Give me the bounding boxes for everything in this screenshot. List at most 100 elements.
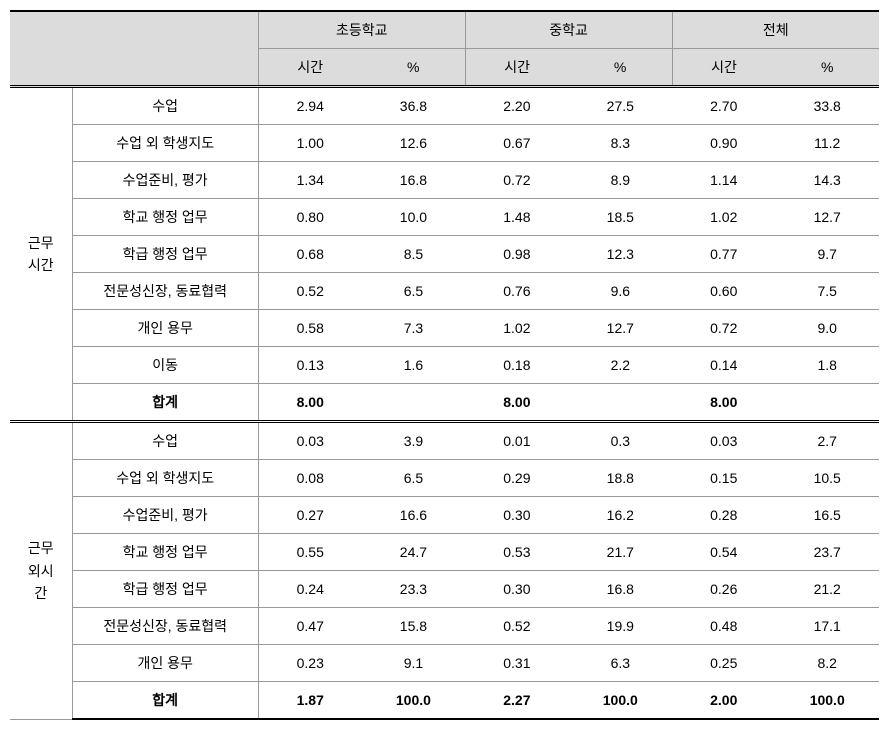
table-row: 수업준비, 평가1.3416.80.728.91.1414.3 xyxy=(10,162,879,199)
table-row: 수업준비, 평가0.2716.60.3016.20.2816.5 xyxy=(10,497,879,534)
data-cell: 12.7 xyxy=(775,199,879,236)
section-label: 근무외시간 xyxy=(10,422,72,720)
data-cell: 7.5 xyxy=(775,273,879,310)
total-row: 합계1.87100.02.27100.02.00100.0 xyxy=(10,682,879,720)
table-row: 학교 행정 업무0.5524.70.5321.70.5423.7 xyxy=(10,534,879,571)
table-row: 수업 외 학생지도0.086.50.2918.80.1510.5 xyxy=(10,460,879,497)
category-cell: 학급 행정 업무 xyxy=(72,571,258,608)
data-cell: 0.55 xyxy=(258,534,361,571)
data-cell: 0.47 xyxy=(258,608,361,645)
category-cell: 수업 xyxy=(72,422,258,460)
data-cell: 33.8 xyxy=(775,87,879,125)
data-cell: 0.25 xyxy=(672,645,775,682)
data-cell: 18.8 xyxy=(569,460,672,497)
data-cell: 0.48 xyxy=(672,608,775,645)
category-cell: 학급 행정 업무 xyxy=(72,236,258,273)
total-label: 합계 xyxy=(72,384,258,422)
data-cell: 16.8 xyxy=(569,571,672,608)
data-cell: 0.77 xyxy=(672,236,775,273)
category-cell: 수업 외 학생지도 xyxy=(72,125,258,162)
total-cell xyxy=(775,384,879,422)
data-cell: 0.30 xyxy=(465,497,568,534)
data-cell: 24.7 xyxy=(362,534,465,571)
data-cell: 21.2 xyxy=(775,571,879,608)
data-cell: 0.58 xyxy=(258,310,361,347)
data-cell: 14.3 xyxy=(775,162,879,199)
data-cell: 0.90 xyxy=(672,125,775,162)
total-cell: 100.0 xyxy=(569,682,672,720)
data-cell: 15.8 xyxy=(362,608,465,645)
data-cell: 10.5 xyxy=(775,460,879,497)
data-cell: 3.9 xyxy=(362,422,465,460)
category-cell: 수업준비, 평가 xyxy=(72,162,258,199)
data-cell: 0.52 xyxy=(465,608,568,645)
data-cell: 1.48 xyxy=(465,199,568,236)
category-cell: 학교 행정 업무 xyxy=(72,199,258,236)
data-cell: 0.80 xyxy=(258,199,361,236)
work-hours-table: 초등학교 중학교 전체 시간 % 시간 % 시간 % 근무시간수업2.9436.… xyxy=(10,10,879,720)
data-cell: 0.29 xyxy=(465,460,568,497)
total-cell: 8.00 xyxy=(258,384,361,422)
data-cell: 12.3 xyxy=(569,236,672,273)
total-cell: 8.00 xyxy=(672,384,775,422)
table-row: 수업 외 학생지도1.0012.60.678.30.9011.2 xyxy=(10,125,879,162)
data-cell: 16.5 xyxy=(775,497,879,534)
data-cell: 0.14 xyxy=(672,347,775,384)
table-row: 개인 용무0.587.31.0212.70.729.0 xyxy=(10,310,879,347)
data-cell: 16.8 xyxy=(362,162,465,199)
header-group-total: 전체 xyxy=(672,11,879,49)
data-cell: 9.1 xyxy=(362,645,465,682)
data-cell: 7.3 xyxy=(362,310,465,347)
data-cell: 0.08 xyxy=(258,460,361,497)
data-cell: 6.5 xyxy=(362,273,465,310)
data-cell: 2.2 xyxy=(569,347,672,384)
category-cell: 개인 용무 xyxy=(72,645,258,682)
data-cell: 0.18 xyxy=(465,347,568,384)
table-row: 전문성신장, 동료협력0.526.50.769.60.607.5 xyxy=(10,273,879,310)
data-cell: 0.23 xyxy=(258,645,361,682)
data-cell: 27.5 xyxy=(569,87,672,125)
data-cell: 1.02 xyxy=(672,199,775,236)
data-cell: 36.8 xyxy=(362,87,465,125)
data-cell: 2.7 xyxy=(775,422,879,460)
data-cell: 1.02 xyxy=(465,310,568,347)
total-row: 합계8.008.008.00 xyxy=(10,384,879,422)
data-cell: 17.1 xyxy=(775,608,879,645)
data-cell: 0.54 xyxy=(672,534,775,571)
header-sub-pct: % xyxy=(775,49,879,87)
table-row: 이동0.131.60.182.20.141.8 xyxy=(10,347,879,384)
data-cell: 1.34 xyxy=(258,162,361,199)
data-cell: 0.26 xyxy=(672,571,775,608)
table-row: 학급 행정 업무0.2423.30.3016.80.2621.2 xyxy=(10,571,879,608)
table-row: 전문성신장, 동료협력0.4715.80.5219.90.4817.1 xyxy=(10,608,879,645)
table-row: 학급 행정 업무0.688.50.9812.30.779.7 xyxy=(10,236,879,273)
header-sub-pct: % xyxy=(362,49,465,87)
data-cell: 0.68 xyxy=(258,236,361,273)
table-row: 학교 행정 업무0.8010.01.4818.51.0212.7 xyxy=(10,199,879,236)
table-row: 근무외시간수업0.033.90.010.30.032.7 xyxy=(10,422,879,460)
data-cell: 0.3 xyxy=(569,422,672,460)
data-cell: 2.20 xyxy=(465,87,568,125)
category-cell: 학교 행정 업무 xyxy=(72,534,258,571)
header-corner xyxy=(10,11,258,87)
data-cell: 21.7 xyxy=(569,534,672,571)
data-cell: 0.60 xyxy=(672,273,775,310)
header-sub-pct: % xyxy=(569,49,672,87)
data-cell: 0.13 xyxy=(258,347,361,384)
data-cell: 1.14 xyxy=(672,162,775,199)
data-cell: 8.9 xyxy=(569,162,672,199)
total-cell: 2.27 xyxy=(465,682,568,720)
data-cell: 0.30 xyxy=(465,571,568,608)
data-cell: 9.6 xyxy=(569,273,672,310)
data-cell: 8.2 xyxy=(775,645,879,682)
total-cell: 1.87 xyxy=(258,682,361,720)
data-cell: 0.76 xyxy=(465,273,568,310)
total-cell xyxy=(569,384,672,422)
data-cell: 6.3 xyxy=(569,645,672,682)
total-cell: 100.0 xyxy=(362,682,465,720)
data-cell: 0.31 xyxy=(465,645,568,682)
data-cell: 0.72 xyxy=(672,310,775,347)
data-cell: 1.8 xyxy=(775,347,879,384)
data-cell: 9.7 xyxy=(775,236,879,273)
table-row: 근무시간수업2.9436.82.2027.52.7033.8 xyxy=(10,87,879,125)
